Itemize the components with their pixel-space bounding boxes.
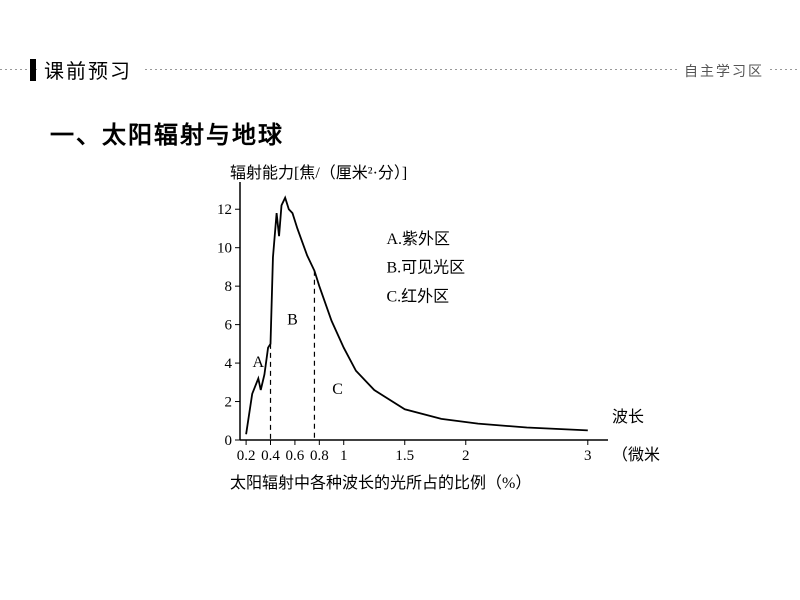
- svg-text:1: 1: [340, 448, 348, 464]
- svg-text:6: 6: [225, 318, 233, 334]
- svg-text:1.5: 1.5: [395, 448, 414, 464]
- svg-text:0.8: 0.8: [310, 448, 329, 464]
- svg-text:2: 2: [225, 395, 233, 411]
- header-accent-bar: [30, 59, 36, 81]
- svg-text:A.紫外区: A.紫外区: [386, 230, 450, 248]
- svg-text:B: B: [287, 312, 298, 329]
- svg-text:C: C: [332, 381, 343, 398]
- preview-header: 课前预习 自主学习区: [0, 55, 800, 85]
- section-title: 一、太阳辐射与地球: [50, 115, 284, 150]
- solar-radiation-chart: 0 2 4 6 8 10 12 0.2 0.4 0.6 0.8 1 1.5 2 3 辐射能力[焦/（厘米²·分…: [180, 160, 660, 560]
- chart-svg: 0 2 4 6 8 10 12 0.2 0.4 0.6 0.8 1 1.5 2 3 辐射能力[焦/（厘米²·分…: [180, 160, 660, 560]
- header-left-label: 课前预习: [40, 55, 142, 84]
- svg-text:12: 12: [217, 202, 232, 218]
- svg-text:（微米）: （微米）: [612, 446, 660, 464]
- svg-text:B.可见光区: B.可见光区: [386, 259, 465, 277]
- header-right-label: 自主学习区: [678, 61, 770, 81]
- svg-text:8: 8: [225, 279, 233, 295]
- svg-text:0.6: 0.6: [286, 448, 305, 464]
- svg-text:0.2: 0.2: [237, 448, 256, 464]
- svg-text:4: 4: [225, 356, 233, 372]
- svg-text:0: 0: [225, 433, 233, 449]
- svg-text:波长: 波长: [612, 408, 644, 426]
- svg-text:C.红外区: C.红外区: [386, 288, 449, 306]
- svg-text:0.4: 0.4: [261, 448, 280, 464]
- svg-text:10: 10: [217, 241, 232, 257]
- svg-text:2: 2: [462, 448, 470, 464]
- svg-text:太阳辐射中各种波长的光所占的比例（%）: 太阳辐射中各种波长的光所占的比例（%）: [230, 474, 531, 492]
- svg-text:3: 3: [584, 448, 592, 464]
- svg-text:A: A: [253, 354, 265, 371]
- svg-text:辐射能力[焦/（厘米²·分）]: 辐射能力[焦/（厘米²·分）]: [230, 164, 407, 182]
